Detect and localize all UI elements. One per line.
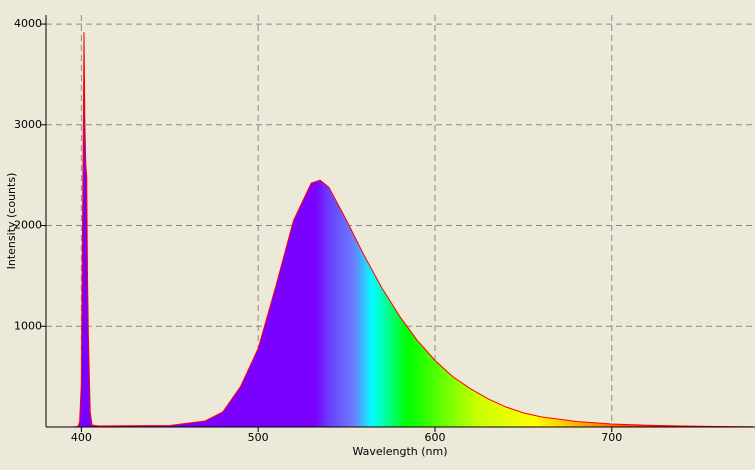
y-tick-label: 1000: [14, 319, 42, 332]
x-axis-label: Wavelength (nm): [352, 445, 447, 458]
x-tick-label: 500: [248, 431, 269, 444]
y-tick-label: 2000: [14, 219, 42, 232]
y-axis-label: Intensity (counts): [5, 173, 18, 270]
y-tick-label: 4000: [14, 17, 42, 30]
spectrum-area: [72, 32, 754, 427]
spectrum-line: [72, 32, 754, 428]
x-tick-label: 400: [71, 431, 92, 444]
x-tick-label: 600: [424, 431, 445, 444]
y-tick-label: 3000: [14, 118, 42, 131]
x-tick-label: 700: [601, 431, 622, 444]
